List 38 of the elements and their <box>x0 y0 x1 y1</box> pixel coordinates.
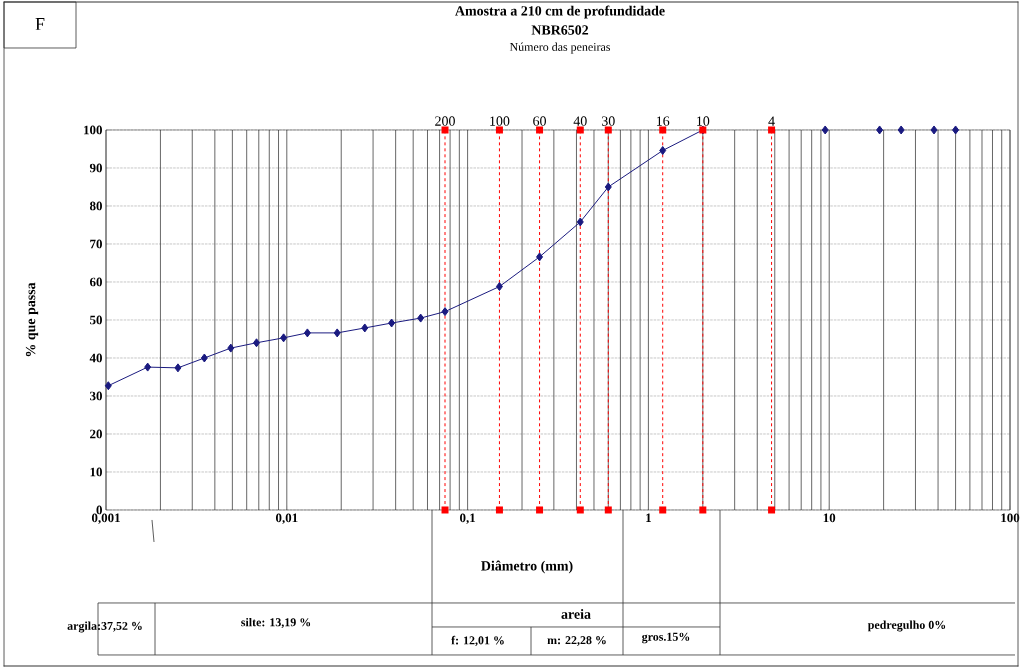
annotation: 16 <box>656 116 670 126</box>
text: m: 22,28 % <box>547 636 606 646</box>
y-tick-label: 40 <box>89 353 102 363</box>
y-tick-label: 50 <box>90 315 102 325</box>
x-axis-title: Diâmetro (mm) <box>481 560 573 574</box>
x-tick-label: 100 <box>1001 513 1020 523</box>
x-tick-label: 0,001 <box>91 513 120 525</box>
annotation: 4 <box>768 116 775 126</box>
text: argila:37,52 % <box>67 621 142 633</box>
x-tick-label: 0,01 <box>275 513 298 525</box>
text: f: 12,01 % <box>451 635 504 647</box>
annotation: 30 <box>601 116 615 126</box>
annotation: 40 <box>573 116 587 126</box>
annotation: 200 <box>435 116 455 126</box>
text: gros.15% <box>642 632 690 644</box>
chart-title: Amostra a 210 cm de profundidade <box>455 5 665 19</box>
y-tick-label: 100 <box>84 125 102 135</box>
y-tick-label: 70 <box>90 239 102 249</box>
y-tick-label: 90 <box>89 163 102 173</box>
y-tick-label: 60 <box>89 277 102 287</box>
x-tick-label: 1 <box>646 513 651 523</box>
text: silte: 13,19 % <box>241 617 311 629</box>
y-tick-label: 30 <box>90 391 102 401</box>
y-tick-label: 80 <box>89 201 102 211</box>
x-tick-label: 10 <box>823 513 836 523</box>
y-tick-label: 0 <box>96 505 102 515</box>
chart-subtitle: NBR6502 <box>531 25 589 35</box>
text: F <box>35 18 45 30</box>
text: pedregulho 0% <box>867 620 946 632</box>
annotation: 100 <box>490 116 510 126</box>
annotation: 10 <box>697 116 710 126</box>
y-axis-title: % que passa <box>25 282 39 357</box>
y-tick-label: 10 <box>90 467 102 477</box>
y-tick-label: 20 <box>90 429 102 439</box>
text: areia <box>561 609 591 619</box>
annotation: 60 <box>533 116 546 126</box>
text: Número das peneiras <box>509 42 611 54</box>
x-tick-label: 0,1 <box>460 513 476 525</box>
